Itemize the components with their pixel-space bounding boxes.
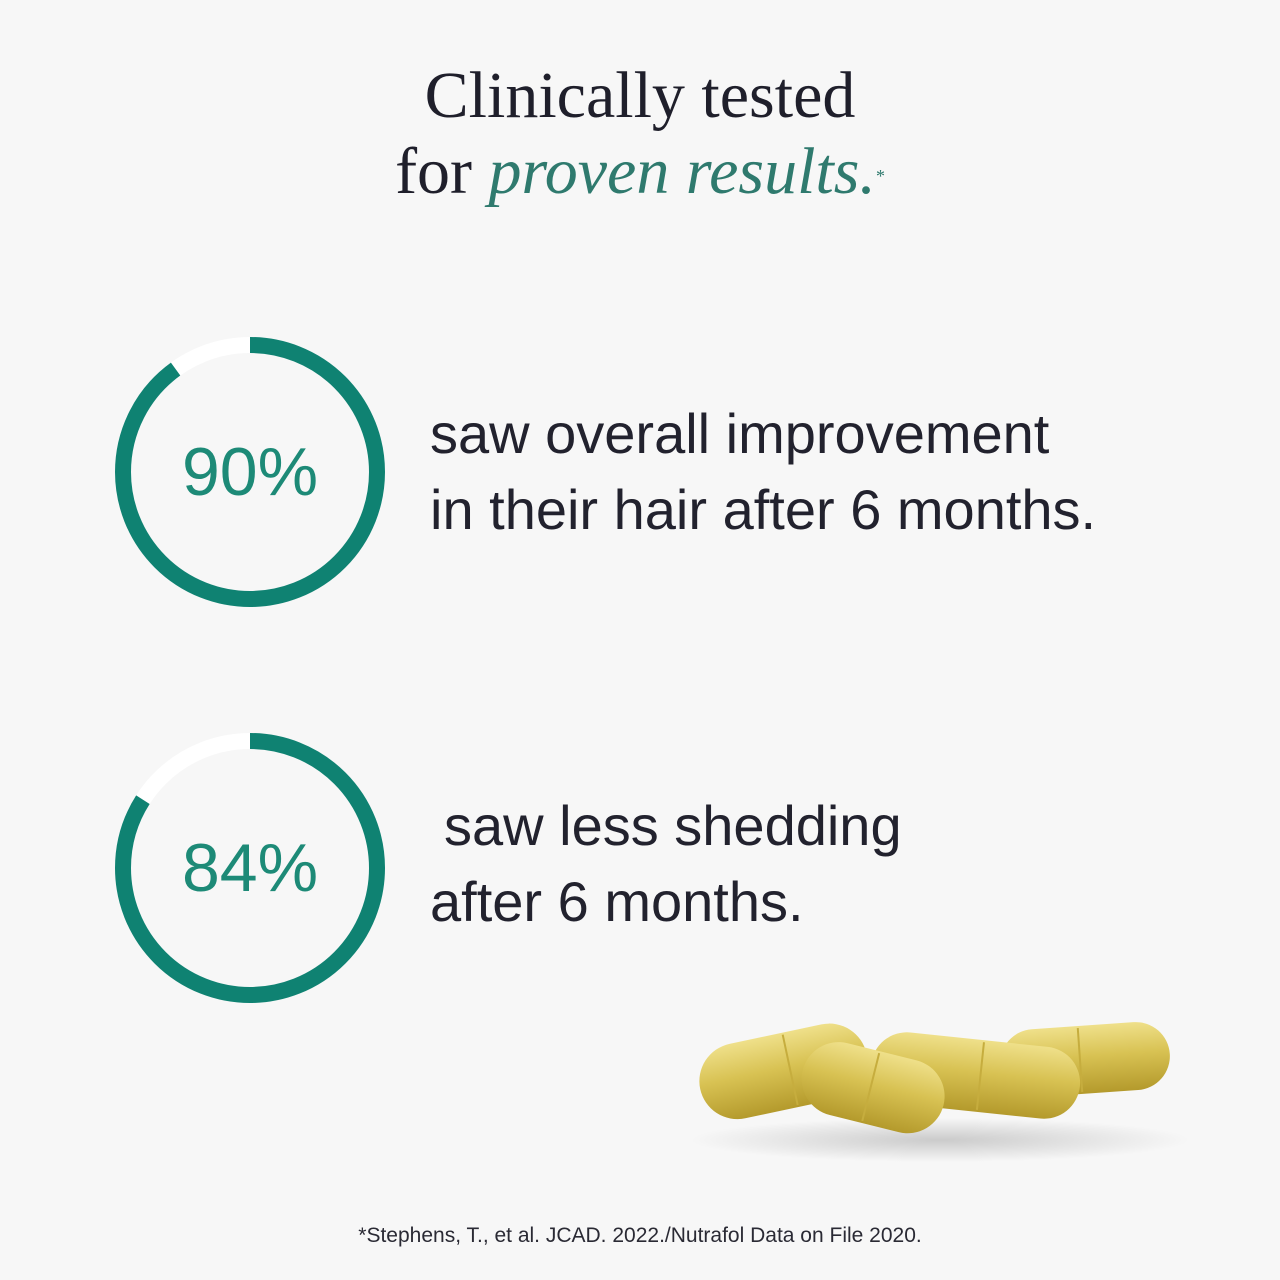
percent-value: 90% xyxy=(181,434,319,510)
stat-1-line-2: in their hair after 6 months. xyxy=(430,478,1097,541)
headline-accent: proven results. xyxy=(488,135,876,208)
stat-2-line-2: after 6 months. xyxy=(430,870,804,933)
stat-text-2: saw less shedding after 6 months. xyxy=(430,788,902,940)
stat-text-1: saw overall improvement in their hair af… xyxy=(430,396,1096,548)
capsule-pills-image xyxy=(690,1022,1190,1162)
headline-prefix: for xyxy=(395,135,489,208)
capsule xyxy=(801,1042,945,1134)
progress-ring-90: 90% xyxy=(114,336,386,608)
stat-2-line-1: saw less shedding xyxy=(444,794,902,857)
footnote-marker: * xyxy=(875,166,885,186)
capsule-shadow xyxy=(690,1118,1190,1162)
headline: Clinically tested for proven results.* xyxy=(0,58,1280,210)
ring-progress-arc xyxy=(115,733,385,1003)
stat-1-line-1: saw overall improvement xyxy=(430,402,1050,465)
footnote: *Stephens, T., et al. JCAD. 2022./Nutraf… xyxy=(358,1224,922,1247)
ring-progress-arc xyxy=(115,337,385,607)
progress-ring-graphic xyxy=(115,337,385,607)
percent-value: 84% xyxy=(181,830,319,906)
headline-line-2: for proven results.* xyxy=(0,134,1280,210)
headline-line-1: Clinically tested xyxy=(424,59,856,132)
progress-ring-graphic xyxy=(115,733,385,1003)
progress-ring-84: 84% xyxy=(114,732,386,1004)
